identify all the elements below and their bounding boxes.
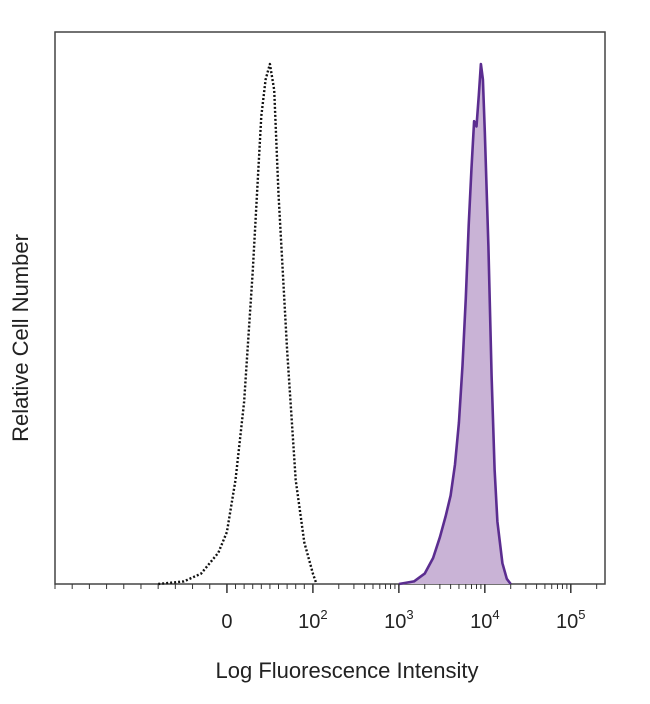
x-tick-label-4: 105 [556, 607, 585, 633]
series-0-line [158, 62, 318, 586]
series-layer [158, 62, 512, 586]
plot-frame [54, 31, 606, 585]
x-axis: 0 102 103 104 105 [54, 584, 598, 633]
x-tick-label-3: 104 [470, 607, 499, 633]
x-tick-label-2: 103 [384, 607, 413, 633]
y-axis-label: Relative Cell Number [8, 234, 33, 442]
x-tick-label-1: 102 [298, 607, 327, 633]
x-axis-label: Log Fluorescence Intensity [216, 658, 479, 683]
series-1-fill [398, 64, 511, 584]
x-tick-label-0: 0 [221, 611, 232, 633]
series-1-line [398, 62, 512, 586]
